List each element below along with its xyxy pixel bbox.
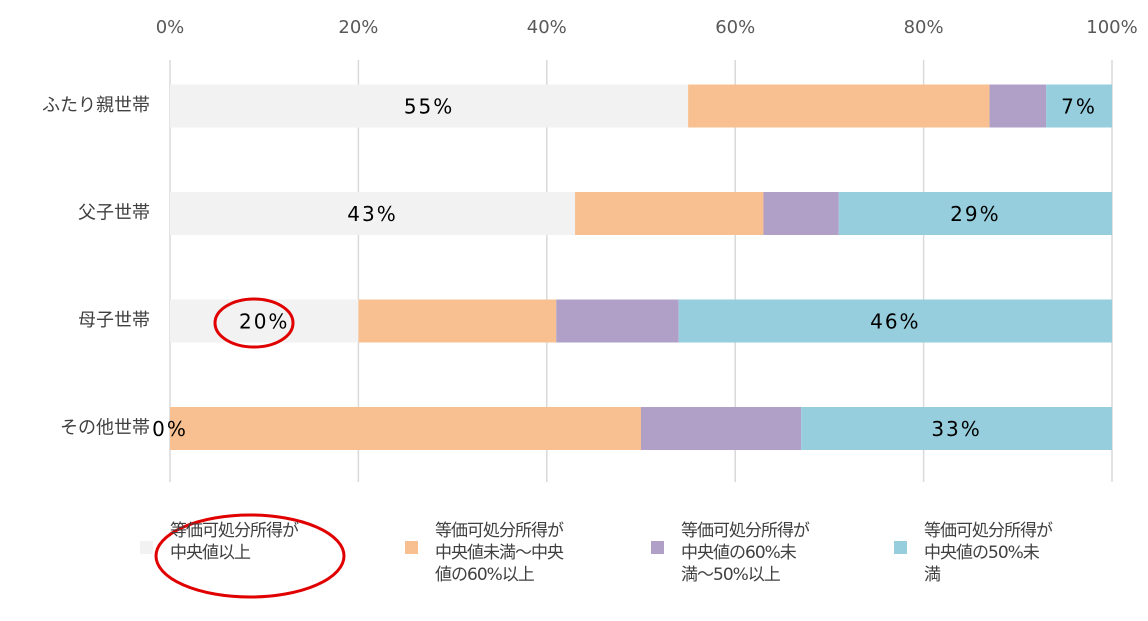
bar-segment bbox=[170, 192, 576, 235]
x-tick-label: 80% bbox=[904, 17, 944, 38]
legend-swatch bbox=[651, 541, 664, 554]
bar-segment bbox=[170, 407, 641, 450]
x-tick-label: 40% bbox=[527, 17, 567, 38]
data-label: 0% bbox=[152, 417, 188, 441]
legend-label: 等価可処分所得が中央値未満～中央値の60%以上 bbox=[435, 521, 564, 585]
bar-segment bbox=[170, 299, 359, 343]
highlight-circle bbox=[213, 297, 295, 349]
legend-label: 等価可処分所得が中央値の50%未満 bbox=[924, 521, 1053, 585]
bar-segment bbox=[1046, 84, 1112, 128]
data-label: 43% bbox=[347, 202, 397, 226]
bar-segment bbox=[801, 407, 1112, 450]
bar-segment bbox=[763, 192, 839, 235]
bar-segment bbox=[838, 192, 1112, 235]
bar-segment bbox=[556, 299, 679, 343]
x-tick-label: 20% bbox=[338, 17, 378, 38]
data-label: 29% bbox=[950, 202, 1000, 226]
category-label: その他世帯 bbox=[60, 418, 150, 439]
data-label: 20% bbox=[239, 310, 289, 334]
bar-segment bbox=[678, 299, 1112, 343]
bars bbox=[170, 84, 1112, 450]
legend-label: 等価可処分所得が中央値以上 bbox=[170, 521, 299, 563]
labels: 0% 20% 40% 60% 80% 100% ふたり親世帯 55% 7% 父子世帯 43% 29% 母… bbox=[42, 17, 1138, 441]
bar-segment bbox=[688, 84, 990, 128]
legend-swatch bbox=[894, 541, 907, 554]
data-label: 7% bbox=[1061, 95, 1097, 119]
legend-swatch bbox=[140, 541, 153, 554]
data-label: 33% bbox=[931, 417, 981, 441]
category-label: 母子世帯 bbox=[78, 310, 150, 331]
x-tick-label: 0% bbox=[156, 17, 185, 38]
bar-segment bbox=[989, 84, 1047, 128]
category-label: ふたり親世帯 bbox=[42, 95, 150, 116]
x-tick-label: 60% bbox=[715, 17, 755, 38]
highlight-circle bbox=[154, 513, 346, 599]
data-label: 46% bbox=[870, 310, 920, 334]
bar-segment bbox=[641, 407, 802, 450]
data-label: 55% bbox=[404, 95, 454, 119]
bar-segment bbox=[170, 84, 689, 128]
category-label: 父子世帯 bbox=[78, 203, 150, 224]
legend-label: 等価可処分所得が中央値の60%未満～50%以上 bbox=[681, 521, 810, 585]
legend-swatch bbox=[405, 541, 418, 554]
bar-segment bbox=[358, 299, 557, 343]
bar-segment bbox=[575, 192, 764, 235]
x-tick-label: 100% bbox=[1086, 17, 1137, 38]
